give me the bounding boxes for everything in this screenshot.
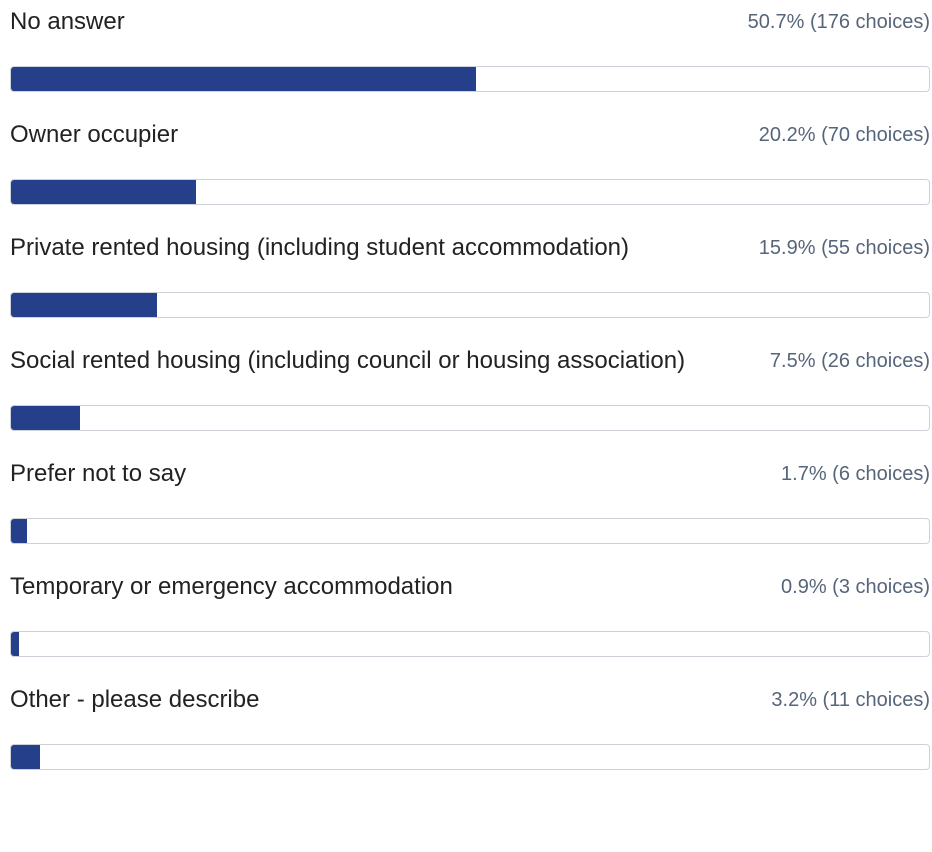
option-label: No answer <box>10 8 125 35</box>
result-row: Other - please describe 3.2% (11 choices) <box>10 678 930 791</box>
option-percentage: 1.7% (6 choices) <box>781 463 930 485</box>
option-label: Temporary or emergency accommodation <box>10 573 453 600</box>
option-label: Social rented housing (including council… <box>10 347 686 374</box>
result-row: Social rented housing (including council… <box>10 339 930 452</box>
option-percentage: 7.5% (26 choices) <box>769 350 930 372</box>
bar <box>11 632 20 656</box>
option-percentage: 3.2% (11 choices) <box>771 689 930 711</box>
option-percentage: 15.9% (55 choices) <box>758 237 930 259</box>
bar-track <box>10 744 930 770</box>
result-header: No answer 50.7% (176 choices) <box>10 0 930 41</box>
option-label: Owner occupier <box>10 121 179 148</box>
option-label: Prefer not to say <box>10 460 187 487</box>
bar <box>11 745 41 769</box>
result-header: Owner occupier 20.2% (70 choices) <box>10 113 930 154</box>
result-header: Private rented housing (including studen… <box>10 226 930 267</box>
result-header: Other - please describe 3.2% (11 choices) <box>10 678 930 719</box>
bar-track <box>10 518 930 544</box>
results-list: No answer 50.7% (176 choices) Owner occupi… <box>10 0 930 791</box>
bar <box>11 519 27 543</box>
bar-track <box>10 405 930 431</box>
result-header: Temporary or emergency accommodation 0.9%… <box>10 565 930 606</box>
result-row: Temporary or emergency accommodation 0.9%… <box>10 565 930 678</box>
result-header: Social rented housing (including council… <box>10 339 930 380</box>
bar-track <box>10 179 930 205</box>
option-label: Private rented housing (including studen… <box>10 234 630 261</box>
result-header: Prefer not to say 1.7% (6 choices) <box>10 452 930 493</box>
bar <box>11 293 157 317</box>
bar <box>11 180 197 204</box>
bar-track <box>10 631 930 657</box>
result-row: No answer 50.7% (176 choices) <box>10 0 930 113</box>
option-percentage: 50.7% (176 choices) <box>747 11 930 33</box>
option-label: Other - please describe <box>10 686 260 713</box>
option-percentage: 0.9% (3 choices) <box>781 576 930 598</box>
result-row: Private rented housing (including studen… <box>10 226 930 339</box>
bar <box>11 67 477 91</box>
bar-track <box>10 292 930 318</box>
bar-track <box>10 66 930 92</box>
result-row: Owner occupier 20.2% (70 choices) <box>10 113 930 226</box>
bar <box>11 406 80 430</box>
result-row: Prefer not to say 1.7% (6 choices) <box>10 452 930 565</box>
option-percentage: 20.2% (70 choices) <box>758 124 930 146</box>
